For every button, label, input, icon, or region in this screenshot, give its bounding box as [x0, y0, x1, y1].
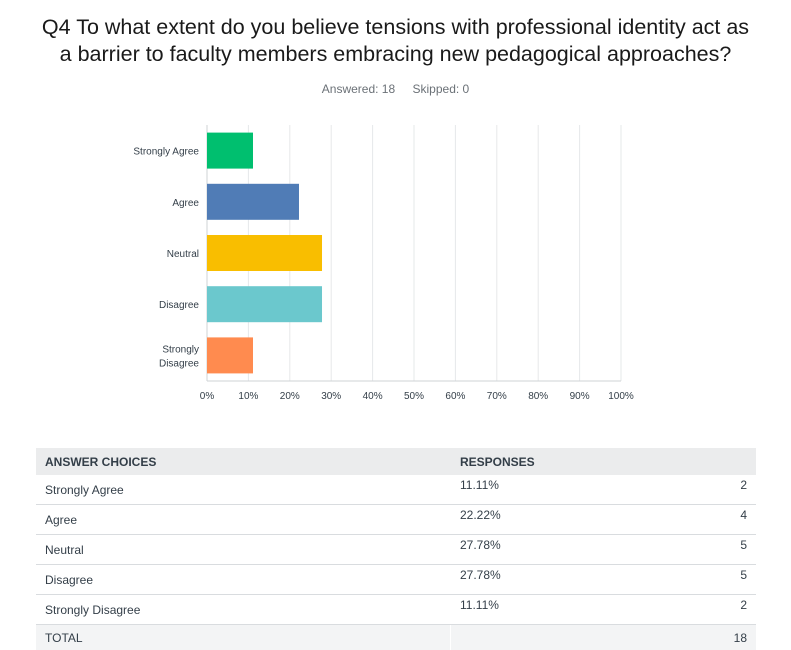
- header-count-spacer: [669, 448, 756, 475]
- row-count: 5: [669, 565, 756, 595]
- header-responses: RESPONSES: [451, 448, 669, 475]
- total-label: TOTAL: [36, 625, 450, 650]
- row-count: 5: [669, 535, 756, 565]
- category-label: Disagree: [159, 300, 199, 311]
- row-count: 4: [669, 505, 756, 535]
- x-tick-label: 60%: [445, 391, 465, 402]
- category-label: Strongly Agree: [133, 147, 199, 158]
- x-tick-label: 30%: [321, 391, 341, 402]
- bar: [207, 337, 253, 373]
- x-tick-label: 80%: [528, 391, 548, 402]
- x-tick-label: 10%: [238, 391, 258, 402]
- bar: [207, 286, 322, 322]
- x-tick-label: 20%: [280, 391, 300, 402]
- row-percent: 11.11%: [451, 475, 669, 505]
- table-header-row: ANSWER CHOICES RESPONSES: [36, 448, 756, 475]
- row-choice: Neutral: [36, 535, 450, 565]
- category-label: Neutral: [167, 249, 199, 260]
- category-label: Agree: [172, 198, 199, 209]
- question-title-line-2: a barrier to faculty members embracing n…: [20, 41, 771, 68]
- question-title-line-1: Q4 To what extent do you believe tension…: [20, 14, 771, 41]
- x-tick-label: 100%: [608, 391, 634, 402]
- x-tick-label: 70%: [487, 391, 507, 402]
- total-spacer: [451, 625, 669, 650]
- header-answer-choices: ANSWER CHOICES: [36, 448, 450, 475]
- bar: [207, 235, 322, 271]
- category-label-line: Strongly: [162, 344, 199, 355]
- question-title: Q4 To what extent do you believe tension…: [20, 14, 771, 68]
- response-stats: Answered: 18 Skipped: 0: [0, 82, 791, 96]
- answered-count: Answered: 18: [322, 82, 395, 96]
- row-choice: Agree: [36, 505, 450, 535]
- x-tick-label: 40%: [363, 391, 383, 402]
- table-total-row: TOTAL 18: [36, 625, 756, 650]
- x-tick-label: 90%: [570, 391, 590, 402]
- x-tick-label: 0%: [200, 391, 215, 402]
- total-count: 18: [669, 625, 756, 650]
- bar: [207, 133, 253, 169]
- row-percent: 27.78%: [451, 535, 669, 565]
- x-tick-label: 50%: [404, 391, 424, 402]
- row-choice: Disagree: [36, 565, 450, 595]
- category-label: Strongly Disagree: [159, 344, 199, 369]
- category-label-line: Disagree: [159, 358, 199, 369]
- row-count: 2: [669, 595, 756, 625]
- row-percent: 11.11%: [451, 595, 669, 625]
- row-percent: 27.78%: [451, 565, 669, 595]
- row-percent: 22.22%: [451, 505, 669, 535]
- skipped-count: Skipped: 0: [413, 82, 470, 96]
- row-choice: Strongly Agree: [36, 475, 450, 505]
- bar: [207, 184, 299, 220]
- row-count: 2: [669, 475, 756, 505]
- bar-chart: 0% 10% 20% 30% 40% 50% 60% 70% 80% 90% 100% Strongl…: [0, 110, 791, 410]
- row-choice: Strongly Disagree: [36, 595, 450, 625]
